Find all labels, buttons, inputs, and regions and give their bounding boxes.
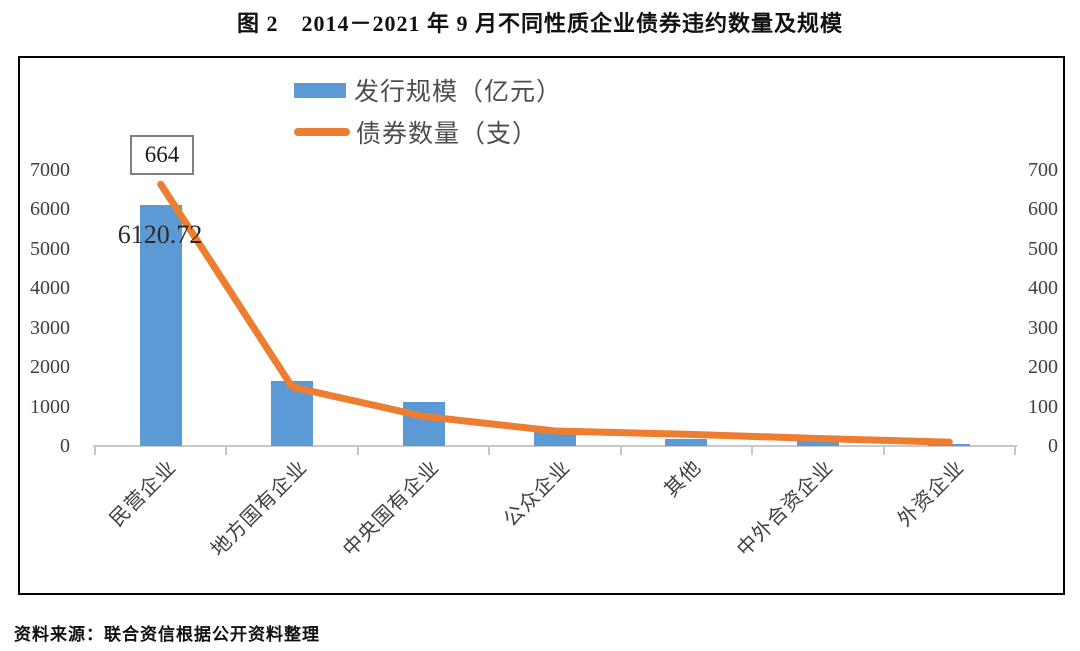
- line-series-swatch-icon: [294, 128, 350, 136]
- source-note: 资料来源：联合资信根据公开资料整理: [14, 625, 320, 644]
- legend-bar-label: 发行规模（亿元）: [354, 79, 563, 106]
- y-axis-tick-right: 600: [1028, 198, 1058, 221]
- y-axis-tick-right: 400: [1028, 277, 1058, 300]
- y-axis-tick-right: 300: [1028, 316, 1058, 339]
- bar-series-swatch-icon: [294, 82, 346, 98]
- chart-legend: 发行规模（亿元） 债券数量（支）: [294, 72, 562, 150]
- y-axis-tick-left: 6000: [30, 198, 70, 221]
- y-axis-tick-right: 200: [1028, 356, 1058, 379]
- y-axis-tick-right: 0: [1048, 435, 1058, 457]
- bar-6: [928, 443, 971, 446]
- y-axis-tick-left: 7000: [30, 159, 70, 181]
- y-axis-tick-left: 0: [60, 435, 70, 457]
- y-axis-tick-left: 5000: [30, 237, 70, 260]
- y-axis-tick-left: 1000: [30, 395, 70, 418]
- bar-4: [665, 438, 708, 446]
- bar-data-label: 6120.72: [117, 220, 203, 249]
- legend-line-label: 债券数量（支）: [356, 121, 539, 148]
- x-axis-tick-mark: [488, 446, 491, 455]
- x-axis-tick-mark: [751, 446, 754, 455]
- y-axis-tick-right: 700: [1028, 159, 1058, 181]
- y-axis-tick-left: 3000: [30, 316, 70, 339]
- chart-title: 图 2 2014－2021 年 9 月不同性质企业债券违约数量及规模: [236, 11, 843, 36]
- bar-3: [534, 431, 576, 446]
- legend-item-line-series: 债券数量（支）: [294, 114, 562, 150]
- line-data-label-box: 664: [130, 135, 194, 175]
- y-axis-tick-left: 4000: [30, 277, 70, 300]
- bar-2: [402, 401, 445, 446]
- bar-1: [271, 381, 314, 446]
- x-axis-tick-mark: [225, 446, 228, 455]
- x-axis-tick-mark: [94, 446, 96, 455]
- x-axis-tick-mark: [619, 446, 622, 455]
- x-axis-tick-mark: [882, 446, 885, 455]
- bar-5: [796, 441, 839, 446]
- y-axis-tick-right: 500: [1028, 237, 1058, 260]
- line-data-label: 664: [144, 142, 180, 167]
- x-axis-tick-mark: [356, 446, 359, 455]
- x-axis-line: [93, 445, 1017, 447]
- y-axis-tick-left: 2000: [30, 356, 70, 379]
- legend-item-bar-series: 发行规模（亿元）: [294, 72, 562, 108]
- y-axis-tick-right: 100: [1028, 395, 1058, 418]
- x-axis-tick-mark: [1014, 446, 1016, 455]
